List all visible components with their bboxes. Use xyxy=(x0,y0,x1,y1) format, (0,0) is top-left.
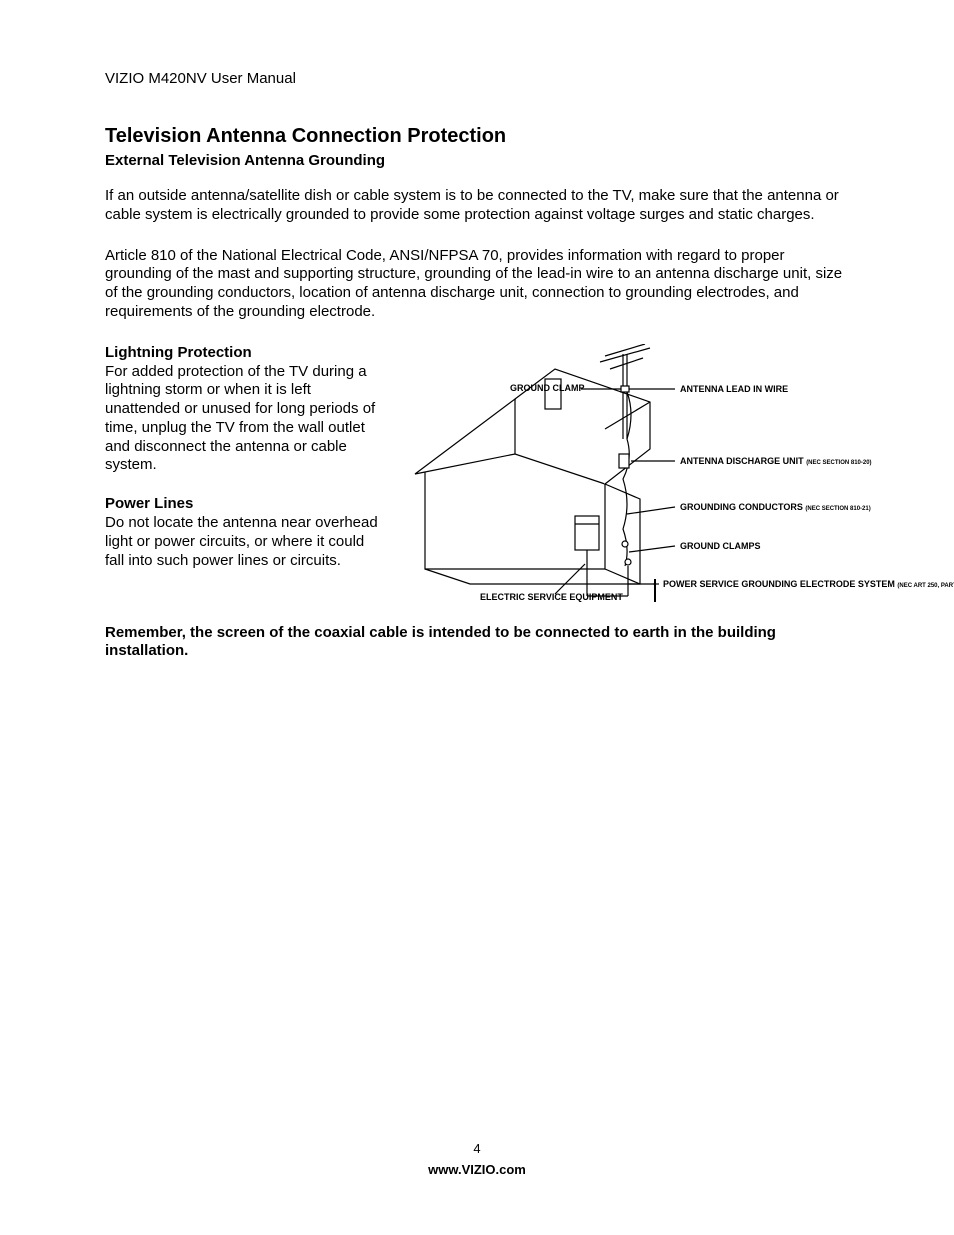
page-footer: 4 www.VIZIO.com xyxy=(0,1141,954,1177)
power-lines-paragraph: Do not locate the antenna near overhead … xyxy=(105,514,385,570)
lightning-heading: Lightning Protection xyxy=(105,344,385,361)
grounding-diagram: GROUND CLAMP ANTENNA LEAD IN WIRE ANTENN… xyxy=(405,344,865,604)
diagram-label-discharge-unit: ANTENNA DISCHARGE UNIT xyxy=(680,456,804,466)
page-title: Television Antenna Connection Protection xyxy=(105,125,849,148)
left-column: Lightning Protection For added protectio… xyxy=(105,344,385,604)
diagram-label-discharge-unit-nec: (NEC SECTION 810-20) xyxy=(806,460,871,466)
page-subtitle: External Television Antenna Grounding xyxy=(105,152,849,169)
page-number: 4 xyxy=(0,1141,954,1156)
diagram-label-antenna-lead: ANTENNA LEAD IN WIRE xyxy=(680,384,788,394)
intro-paragraph-1: If an outside antenna/satellite dish or … xyxy=(105,187,849,225)
grounding-diagram-svg xyxy=(405,344,865,604)
diagram-label-power-service-nec: (NEC ART 250, PART H) xyxy=(897,583,954,589)
diagram-label-ground-clamp-top: GROUND CLAMP xyxy=(510,383,585,393)
diagram-label-ground-clamps: GROUND CLAMPS xyxy=(680,541,761,551)
two-column-section: Lightning Protection For added protectio… xyxy=(105,344,849,604)
diagram-label-grounding-conductors-nec: (NEC SECTION 810-21) xyxy=(805,506,870,512)
doc-header: VIZIO M420NV User Manual xyxy=(105,70,849,87)
footer-url: www.VIZIO.com xyxy=(428,1162,526,1177)
diagram-label-grounding-conductors: GROUNDING CONDUCTORS xyxy=(680,502,803,512)
right-column: GROUND CLAMP ANTENNA LEAD IN WIRE ANTENN… xyxy=(405,344,865,604)
remember-note: Remember, the screen of the coaxial cabl… xyxy=(105,624,849,662)
intro-paragraph-2: Article 810 of the National Electrical C… xyxy=(105,247,849,322)
diagram-label-power-service: POWER SERVICE GROUNDING ELECTRODE SYSTEM xyxy=(663,579,895,589)
page: VIZIO M420NV User Manual Television Ante… xyxy=(0,0,954,1235)
diagram-label-electric-service: ELECTRIC SERVICE EQUIPMENT xyxy=(480,592,623,602)
lightning-paragraph: For added protection of the TV during a … xyxy=(105,363,385,476)
power-lines-heading: Power Lines xyxy=(105,495,385,512)
